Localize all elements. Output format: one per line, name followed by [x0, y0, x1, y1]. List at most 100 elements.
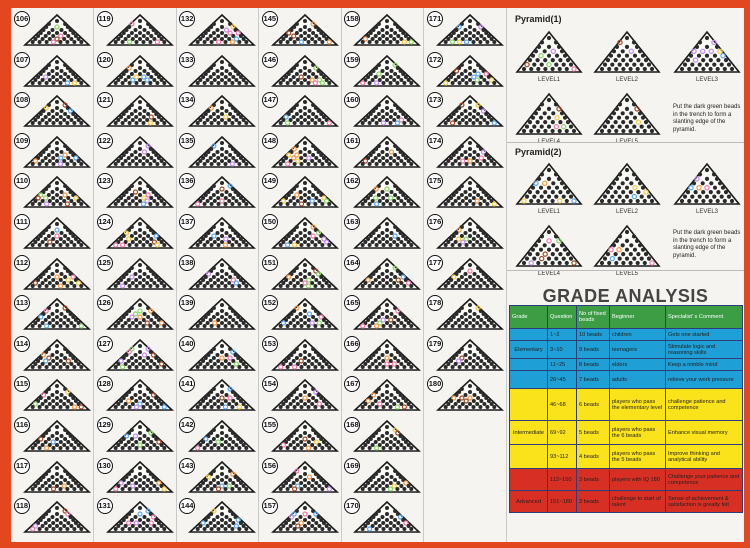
- pyramid-board-icon: [270, 379, 339, 412]
- pyramid-board-icon: [673, 30, 741, 73]
- puzzle-number-badge: 176: [427, 214, 443, 230]
- puzzle-number-badge: 147: [261, 92, 278, 109]
- puzzle-number-badge: 124: [96, 214, 113, 230]
- beginner-cell: children: [609, 328, 666, 341]
- puzzle-number-badge: 167: [344, 376, 361, 393]
- pyramid-board-icon: [353, 95, 422, 127]
- grade-cell: [509, 370, 548, 389]
- pyramid-board-icon: [22, 338, 92, 371]
- pyramid-board-icon: [22, 176, 92, 209]
- level-label: LEVEL1: [537, 209, 561, 215]
- header-question: Question: [547, 305, 577, 329]
- puzzle-number-badge: 121: [96, 92, 113, 109]
- grade-cell: Advanced: [509, 490, 548, 513]
- comment-cell: Challenge your patience and competence: [665, 468, 743, 491]
- beads-cell: 6 beads: [576, 388, 610, 421]
- pyramid-board-icon: [353, 338, 422, 371]
- pyramid2-title: Pyramid(2): [515, 147, 562, 157]
- comment-cell: Stimulate logic and reasoning skills: [665, 340, 743, 359]
- puzzle-number-badge: 108: [14, 92, 30, 109]
- puzzle-number-badge: 145: [261, 11, 278, 27]
- puzzle-column: 132 133 134 135 136 137 138 139 140 141 142 143 144: [176, 8, 260, 542]
- comment-cell: Keep a nimble mind: [665, 358, 743, 371]
- question-cell: 3~10: [547, 340, 577, 359]
- puzzle-cell: 167: [341, 374, 423, 414]
- pyramid-board-icon: [270, 460, 339, 493]
- puzzle-cell: 171: [424, 9, 506, 49]
- puzzle-number-badge: 143: [179, 457, 196, 474]
- table-row: 26~45 7 beads adults relieve your work pres…: [509, 370, 743, 389]
- puzzle-cell: 156: [259, 456, 341, 496]
- pyramid-board-icon: [435, 338, 505, 371]
- puzzle-number-badge: 161: [344, 132, 361, 149]
- table-row: 1~2 10 beads children Gets one started: [509, 328, 743, 341]
- level-label: LEVEL2: [615, 77, 639, 83]
- pyramid-board-icon: [105, 460, 174, 493]
- beads-cell: 10 beads: [576, 328, 610, 341]
- pyramid-board-icon: [105, 298, 174, 330]
- pyramid-board-icon: [353, 54, 422, 87]
- puzzle-cell: 131: [94, 496, 176, 536]
- puzzle-sheet: 106 107 108 109 110 111 112 113 114 115 116 117 118 1…: [11, 8, 744, 542]
- puzzle-number-badge: 155: [261, 417, 278, 433]
- question-cell: 69~92: [547, 420, 577, 445]
- puzzle-number-badge: 175: [427, 173, 443, 190]
- puzzle-cell: 172: [424, 50, 506, 90]
- puzzle-number-badge: 160: [344, 92, 361, 109]
- puzzle-cell: 168: [341, 415, 423, 455]
- puzzle-number-badge: 174: [427, 132, 443, 149]
- puzzle-cell: 124: [94, 212, 176, 252]
- comment-cell: relieve your work pressure: [665, 370, 743, 389]
- grade-cell: [509, 468, 548, 491]
- puzzle-number-badge: 123: [96, 173, 113, 190]
- pyramid-level-card: LEVEL3: [671, 160, 743, 218]
- pyramid-board-icon: [188, 379, 257, 412]
- puzzle-cell: 108: [11, 90, 93, 130]
- puzzle-number-badge: 140: [179, 335, 196, 352]
- pyramid-board-icon: [188, 176, 257, 209]
- pyramid-board-icon: [105, 95, 174, 127]
- pyramid-board-icon: [270, 257, 339, 290]
- puzzle-cell: 147: [259, 90, 341, 130]
- puzzle-number-badge: 133: [179, 51, 196, 68]
- pyramid-board-icon: [188, 135, 257, 168]
- puzzle-cell: 158: [341, 9, 423, 49]
- puzzle-number-badge: 107: [14, 51, 30, 68]
- puzzle-cell: 173: [424, 90, 506, 130]
- question-cell: 46~68: [547, 388, 577, 421]
- pyramid-board-icon: [353, 135, 422, 168]
- question-cell: 26~45: [547, 370, 577, 389]
- puzzle-number-badge: 125: [96, 254, 113, 271]
- comment-cell: Gets one started: [665, 328, 743, 341]
- puzzle-number-badge: 146: [261, 51, 278, 68]
- puzzle-cell: 121: [94, 90, 176, 130]
- puzzle-cell: 162: [341, 171, 423, 211]
- pyramid-board-icon: [22, 54, 92, 87]
- pyramid-board-icon: [593, 30, 661, 73]
- puzzle-cell: 125: [94, 253, 176, 293]
- pyramid-board-icon: [105, 501, 174, 533]
- grade-analysis-title: GRADE ANALYSIS: [542, 286, 709, 306]
- puzzle-number-badge: 180: [427, 376, 443, 393]
- puzzle-number-badge: 142: [179, 417, 196, 433]
- table-row: 46~68 6 beads players who pass the element…: [509, 388, 743, 421]
- puzzle-number-badge: 169: [344, 457, 361, 474]
- pyramid-level-card: LEVEL4: [513, 222, 585, 280]
- pyramid-board-icon: [435, 135, 505, 168]
- puzzle-cell: 151: [259, 253, 341, 293]
- level-label: LEVEL5: [615, 271, 639, 277]
- level-label: LEVEL3: [695, 209, 719, 215]
- pyramid-board-icon: [270, 95, 339, 127]
- puzzle-number-badge: 119: [96, 11, 113, 27]
- puzzle-cell: 139: [176, 293, 258, 333]
- puzzle-number-badge: 144: [179, 498, 196, 515]
- pyramid-board-icon: [105, 54, 174, 87]
- pyramid-level-card: LEVEL2: [591, 160, 663, 218]
- pyramid-board-icon: [270, 13, 339, 46]
- puzzle-cell: 113: [11, 293, 93, 333]
- puzzle-number-badge: 149: [261, 173, 278, 190]
- level-label: LEVEL2: [615, 209, 639, 215]
- grade-cell: [509, 388, 548, 421]
- puzzle-cell: 152: [259, 293, 341, 333]
- pyramid-level-card: LEVEL5: [591, 222, 663, 280]
